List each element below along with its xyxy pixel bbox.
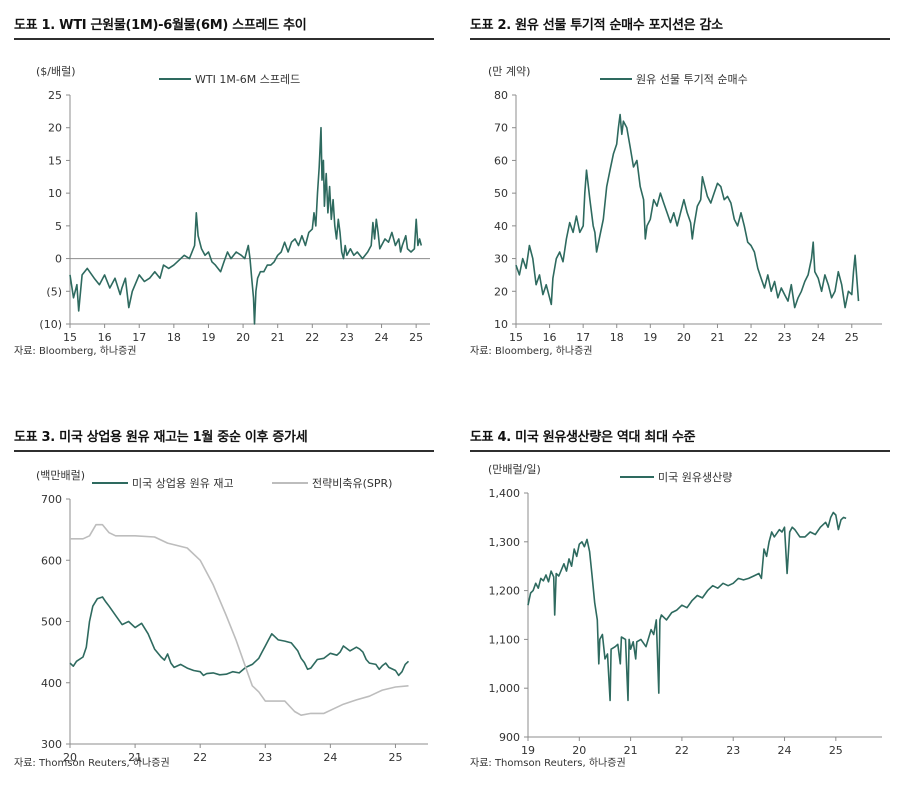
y-tick-label: 500 [41,616,62,629]
x-tick-label: 19 [521,744,535,757]
inventory-line-chart: (백만배럴) 300 400 500 600 700 20 21 22 23 24 25 미국 상업용 … [36,469,428,764]
y-tick-label: 10 [494,318,508,331]
y-unit-label: (만배럴/일) [488,462,541,476]
x-tick-label: 22 [675,744,689,757]
x-tick-label: 24 [375,331,389,344]
x-tick-label: 23 [258,751,272,764]
source-note: 자료: Bloomberg, 하나증권 [14,346,137,357]
y-tick-label: 20 [494,285,508,298]
x-tick-label: 21 [128,751,142,764]
x-tick-label: 22 [305,331,319,344]
x-tick-label: 18 [167,331,181,344]
y-tick-label: (10) [39,318,62,331]
spread-line-chart: ($/배럴) (10) (5) 0 5 10 15 20 25 15 16 17 18 19 20 21 22 2… [36,65,430,344]
series-line [70,523,409,716]
series-line [69,596,410,677]
y-tick-label: 40 [494,220,508,233]
x-tick-label: 15 [509,331,523,344]
source-note: 자료: Thomson Reuters, 하나증권 [14,758,170,769]
y-tick-label: 15 [48,154,62,167]
y-tick-label: 400 [41,677,62,690]
x-tick-label: 23 [778,331,792,344]
x-tick-label: 21 [624,744,638,757]
x-tick-label: 25 [829,744,843,757]
x-tick-label: 25 [409,331,423,344]
y-tick-label: 1,100 [489,633,521,646]
title-rule [14,38,434,40]
x-tick-label: 19 [201,331,215,344]
legend-label: 미국 원유생산량 [658,471,732,484]
x-tick-label: 15 [63,331,77,344]
x-tick-label: 20 [236,331,250,344]
panel-us-inventory: 도표 3. 미국 상업용 원유 재고는 1월 중순 이후 증가세 (백만배럴) 3… [14,426,444,776]
y-tick-label: 70 [494,122,508,135]
chart-title: 도표 2. 원유 선물 투기적 순매수 포지션은 감소 [470,18,723,33]
y-tick-label: 5 [55,220,62,233]
y-tick-label: 80 [494,89,508,102]
series-line [527,511,847,702]
y-tick-label: 10 [48,187,62,200]
y-tick-label: 300 [41,738,62,751]
chart-title: 도표 1. WTI 근원물(1M)-6월물(6M) 스프레드 추이 [14,18,307,33]
x-tick-label: 20 [63,751,77,764]
chart-title: 도표 4. 미국 원유생산량은 역대 최대 수준 [470,430,696,445]
y-tick-label: (5) [46,285,62,298]
y-tick-label: 50 [494,187,508,200]
y-tick-label: 60 [494,154,508,167]
x-tick-label: 23 [340,331,354,344]
panel-net-long: 도표 2. 원유 선물 투기적 순매수 포지션은 감소 (만 계약) 10 20 30… [470,14,900,364]
source-note: 자료: Bloomberg, 하나증권 [470,346,593,357]
production-line-chart: (만배럴/일) 900 1,000 1,100 1,200 1,300 1,400 19 20 2… [488,462,882,757]
panel-us-production: 도표 4. 미국 원유생산량은 역대 최대 수준 (만배럴/일) 900 1,000… [470,426,900,776]
x-tick-label: 24 [811,331,825,344]
x-tick-label: 22 [193,751,207,764]
x-tick-label: 16 [98,331,112,344]
x-tick-label: 24 [778,744,792,757]
x-tick-label: 19 [643,331,657,344]
title-rule [470,38,890,40]
source-note: 자료: Thomson Reuters, 하나증권 [470,758,626,769]
chart-title: 도표 3. 미국 상업용 원유 재고는 1월 중순 이후 증가세 [14,430,308,445]
title-rule [14,450,434,452]
x-tick-label: 20 [677,331,691,344]
y-tick-label: 0 [55,253,62,266]
x-tick-label: 25 [845,331,859,344]
y-tick-label: 1,200 [489,585,521,598]
legend-label: WTI 1M-6M 스프레드 [195,73,300,86]
net-long-line-chart: (만 계약) 10 20 30 40 50 60 70 80 15 16 17 18 19 20 21 22 23… [488,64,882,344]
x-tick-label: 24 [323,751,337,764]
x-tick-label: 23 [726,744,740,757]
title-rule [470,450,890,452]
y-unit-label: (만 계약) [488,64,530,78]
panel-wti-spread: 도표 1. WTI 근원물(1M)-6월물(6M) 스프레드 추이 ($/배럴)… [14,14,444,364]
y-tick-label: 1,400 [489,487,521,500]
x-tick-label: 21 [710,331,724,344]
y-tick-label: 20 [48,122,62,135]
x-tick-label: 21 [271,331,285,344]
x-tick-label: 17 [132,331,146,344]
y-unit-label: (백만배럴) [36,469,85,482]
y-tick-label: 900 [499,731,520,744]
y-tick-label: 600 [41,554,62,567]
x-tick-label: 20 [572,744,586,757]
x-tick-label: 22 [744,331,758,344]
y-tick-label: 1,300 [489,536,521,549]
y-tick-label: 700 [41,493,62,506]
y-tick-label: 30 [494,253,508,266]
legend-label: 원유 선물 투기적 순매수 [636,73,748,86]
x-tick-label: 16 [543,331,557,344]
x-tick-label: 17 [576,331,590,344]
series-line [69,126,423,325]
y-unit-label: ($/배럴) [36,65,76,78]
legend-label: 미국 상업용 원유 재고 [132,477,234,490]
x-tick-label: 18 [610,331,624,344]
y-tick-label: 25 [48,89,62,102]
y-tick-label: 1,000 [489,682,521,695]
x-tick-label: 25 [388,751,402,764]
legend-label: 전략비축유(SPR) [312,477,392,490]
series-line [515,113,860,309]
